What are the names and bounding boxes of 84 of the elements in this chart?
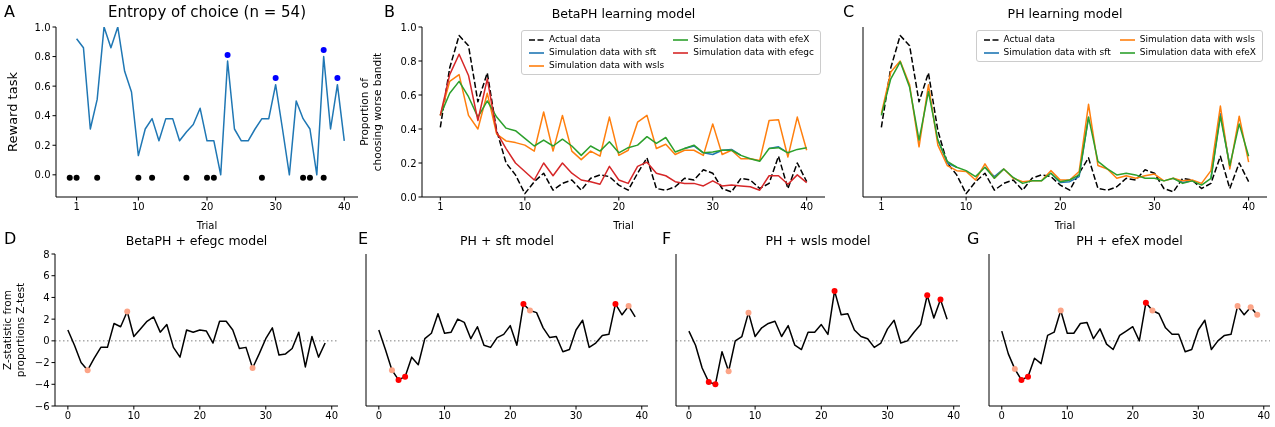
y-tick-label: −4 bbox=[34, 378, 50, 390]
y-tick-label: −2 bbox=[34, 357, 50, 369]
text: C bbox=[843, 2, 855, 21]
x-tick-label: 20 bbox=[200, 200, 214, 212]
y-tick-label: −6 bbox=[34, 400, 50, 412]
x-tick-label: 40 bbox=[337, 200, 351, 212]
y-tick-label: 0.4 bbox=[400, 123, 417, 135]
x-tick-label: 30 bbox=[269, 200, 282, 212]
x-tick-label: 40 bbox=[800, 200, 814, 212]
x-tick-label: 30 bbox=[1191, 409, 1205, 421]
x-tick-label: 10 bbox=[438, 409, 451, 421]
x-tick-label: 40 bbox=[635, 409, 649, 421]
x-tick-label: 10 bbox=[518, 200, 532, 212]
x-tick-label: 40 bbox=[1242, 200, 1255, 212]
y-tick-label: 0.0 bbox=[34, 169, 51, 181]
chart-title: BetaPH + efegc model bbox=[124, 232, 269, 248]
text: A bbox=[4, 2, 15, 21]
x-tick-label: 20 bbox=[1126, 409, 1140, 421]
legend-label: Actual data bbox=[1003, 33, 1055, 46]
chart-title: PH + wsls model bbox=[764, 232, 872, 248]
chart-title: BetaPH learning model bbox=[550, 5, 697, 21]
legend-label: Simulation data with sft bbox=[1003, 46, 1111, 59]
text: F bbox=[662, 229, 672, 248]
x-axis-title: Trial bbox=[1053, 220, 1076, 231]
y-axis-title: Proportion of choosing worse bandit bbox=[358, 52, 383, 172]
y-tick-label: 0.6 bbox=[34, 80, 51, 92]
legend-label: Simulation data with efegc bbox=[693, 46, 814, 59]
text: E bbox=[358, 229, 369, 248]
x-tick-label: 0 bbox=[685, 409, 693, 421]
y-tick-label: 0.8 bbox=[400, 55, 417, 67]
x-tick-label: 20 bbox=[503, 409, 517, 421]
x-tick-label: 20 bbox=[1053, 200, 1067, 212]
chart-title: PH learning model bbox=[1006, 5, 1124, 21]
x-tick-label: 30 bbox=[706, 200, 720, 212]
x-axis-title: Trial bbox=[612, 220, 634, 231]
legend-label: Simulation data with efeX bbox=[1139, 46, 1256, 59]
y-tick-label: 2 bbox=[43, 313, 50, 325]
x-tick-label: 20 bbox=[612, 200, 626, 212]
y-tick-label: 4 bbox=[43, 291, 50, 303]
text: G bbox=[967, 229, 980, 248]
x-tick-label: 1 bbox=[437, 200, 444, 212]
y-tick-label: 0.4 bbox=[34, 110, 51, 122]
y-tick-label: 1.0 bbox=[34, 21, 51, 33]
x-tick-label: 20 bbox=[193, 409, 207, 421]
x-tick-label: 0 bbox=[64, 409, 72, 421]
text: B bbox=[384, 2, 395, 21]
x-axis-title: Trial bbox=[195, 220, 218, 231]
legend-label: Simulation data with sft bbox=[549, 46, 657, 59]
x-tick-label: 1 bbox=[73, 200, 80, 212]
legend-label: Simulation data with wsls bbox=[1139, 33, 1255, 46]
x-tick-label: 30 bbox=[881, 409, 894, 421]
legend-label: Simulation data with wsls bbox=[549, 59, 665, 72]
y-axis-title: Reward task bbox=[5, 71, 20, 152]
x-tick-label: 0 bbox=[375, 409, 383, 421]
text: D bbox=[4, 229, 17, 248]
x-tick-label: 10 bbox=[127, 409, 141, 421]
y-axis-title: Z-statistic from proportions Z-test bbox=[1, 282, 26, 378]
x-tick-label: 40 bbox=[325, 409, 339, 421]
chart-title: PH + efeX model bbox=[1075, 232, 1184, 248]
x-tick-label: 30 bbox=[569, 409, 583, 421]
x-tick-label: 1 bbox=[878, 200, 885, 212]
chart-title: Entropy of choice (n = 54) bbox=[107, 3, 307, 21]
chart-title: PH + sft model bbox=[460, 232, 554, 248]
x-tick-label: 10 bbox=[1060, 409, 1074, 421]
y-tick-label: 6 bbox=[43, 270, 50, 282]
y-tick-label: 0.2 bbox=[34, 139, 51, 151]
y-tick-label: 8 bbox=[43, 248, 50, 260]
x-tick-label: 30 bbox=[259, 409, 273, 421]
y-tick-label: 0.6 bbox=[400, 89, 417, 101]
x-tick-label: 10 bbox=[959, 200, 973, 212]
y-tick-label: 0.0 bbox=[400, 191, 417, 203]
legend-label: Simulation data with efeX bbox=[693, 33, 810, 46]
y-tick-label: 0.8 bbox=[34, 51, 51, 63]
x-tick-label: 40 bbox=[1257, 409, 1271, 421]
x-tick-label: 10 bbox=[132, 200, 145, 212]
x-tick-label: 20 bbox=[814, 409, 828, 421]
x-tick-label: 10 bbox=[748, 409, 762, 421]
x-tick-label: 0 bbox=[998, 409, 1005, 421]
y-tick-label: 0.2 bbox=[400, 157, 417, 169]
x-tick-label: 30 bbox=[1148, 200, 1161, 212]
y-tick-label: 1.0 bbox=[400, 21, 417, 33]
y-tick-label: 0 bbox=[43, 335, 50, 347]
x-tick-label: 40 bbox=[947, 409, 961, 421]
legend-label: Actual data bbox=[549, 33, 601, 46]
